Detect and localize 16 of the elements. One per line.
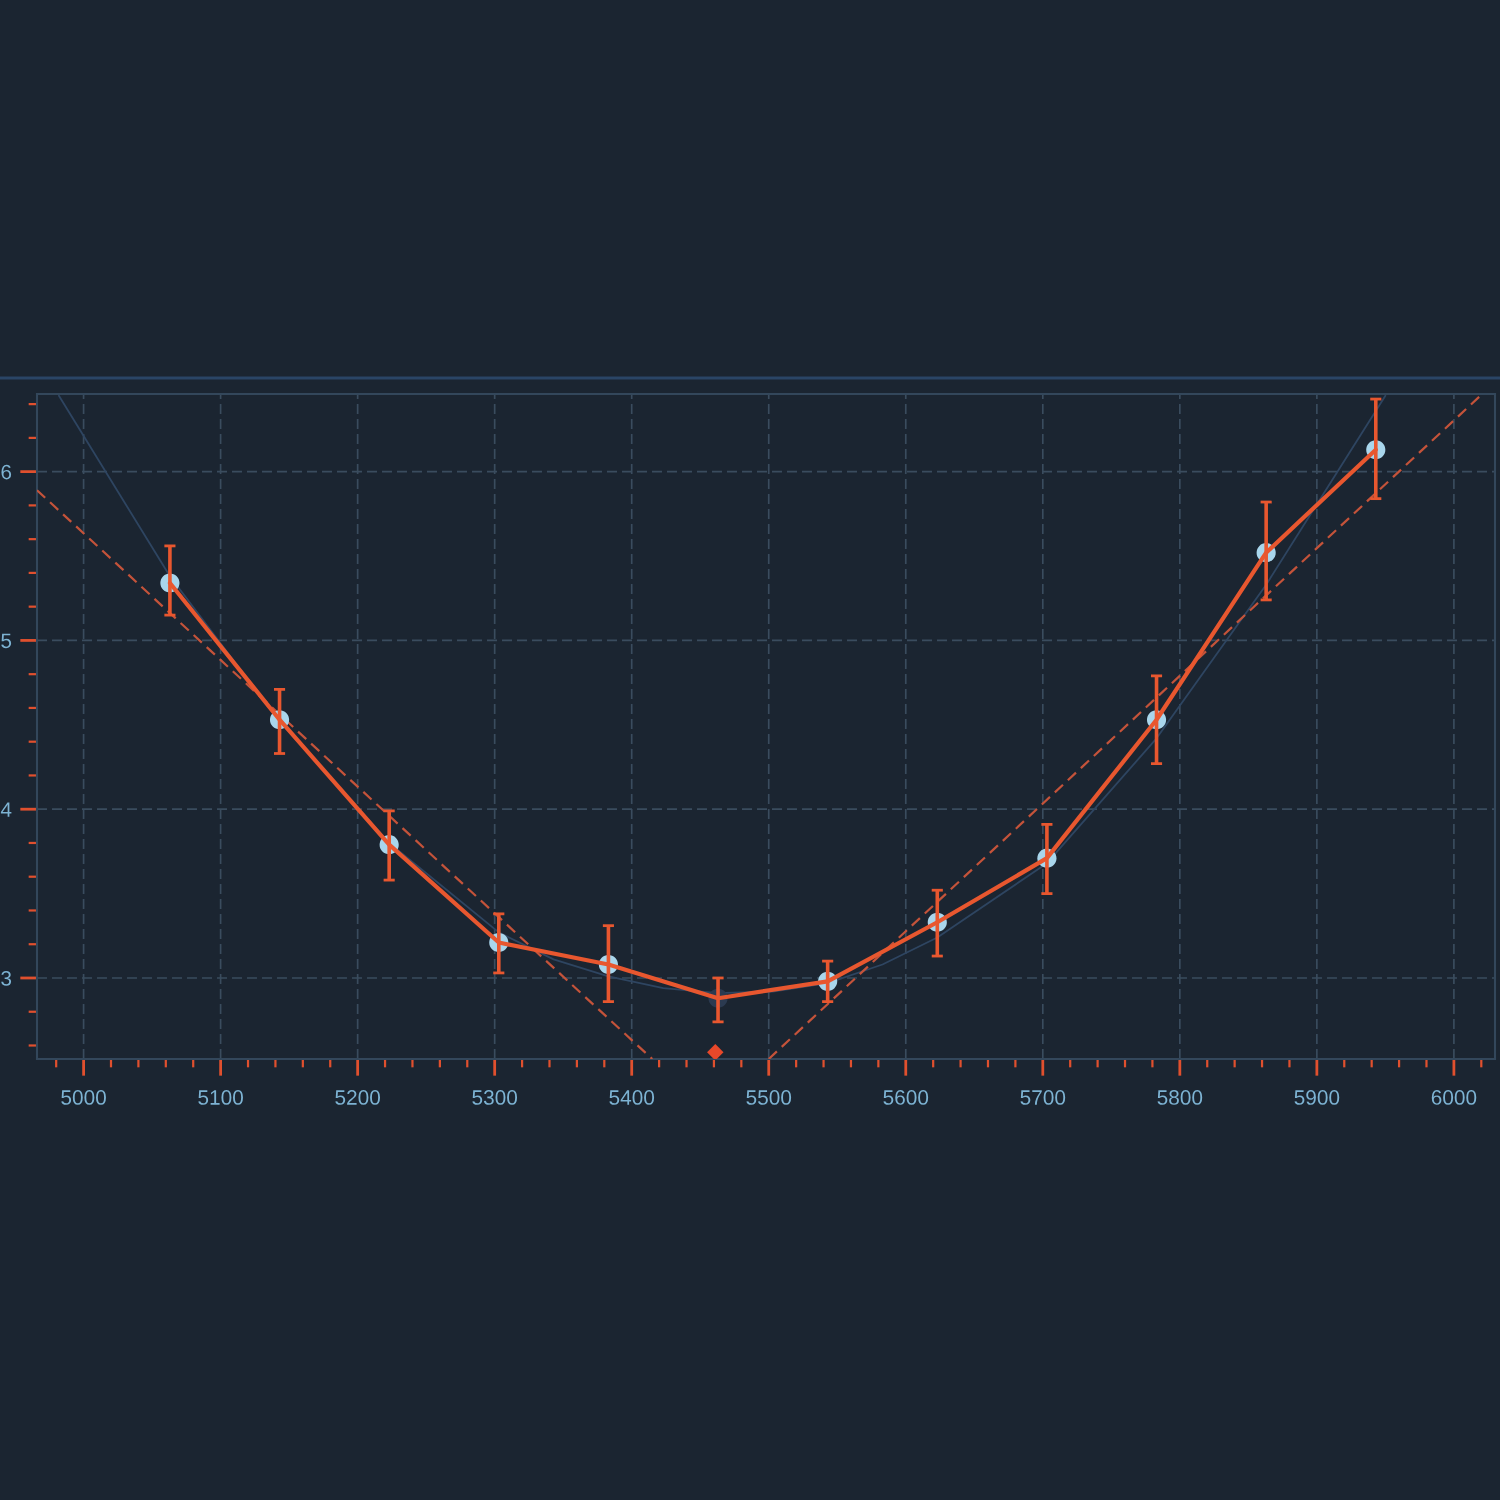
x-tick-label: 5200 bbox=[335, 1090, 381, 1105]
x-tick-label: 5600 bbox=[883, 1090, 929, 1105]
y-tick-label: 6 bbox=[1, 464, 12, 480]
x-tick-label: 5000 bbox=[61, 1090, 106, 1105]
y-tick-label: 4 bbox=[0, 802, 12, 817]
y-tick-label: 5 bbox=[1, 633, 12, 649]
y-tick-label: 3 bbox=[1, 970, 12, 986]
point bbox=[707, 1044, 724, 1059]
x-tick-label: 5800 bbox=[1157, 1090, 1203, 1105]
x-tick-label: 5900 bbox=[1294, 1090, 1340, 1105]
x-tick-label: 5400 bbox=[609, 1090, 655, 1105]
x-tick-label: 6000 bbox=[1431, 1090, 1477, 1105]
x-tick-label: 5300 bbox=[472, 1090, 518, 1105]
x-tick-label: 5700 bbox=[1020, 1090, 1066, 1105]
x-tick-label: 5500 bbox=[746, 1090, 792, 1105]
x-tick-label: 5100 bbox=[198, 1090, 243, 1105]
